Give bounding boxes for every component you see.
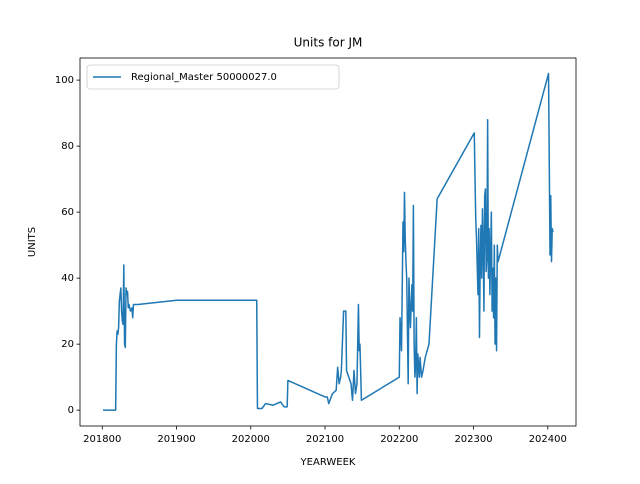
y-tick-label: 0 xyxy=(68,405,74,416)
plot-frame xyxy=(79,57,577,427)
x-tick-label: 202400 xyxy=(529,434,567,445)
x-axis-label: YEARWEEK xyxy=(300,457,356,468)
legend-label: Regional_Master 50000027.0 xyxy=(131,72,277,83)
line-series xyxy=(103,72,554,411)
x-tick-label: 202300 xyxy=(454,434,492,445)
x-tick-label: 202200 xyxy=(380,434,418,445)
y-tick-label: 40 xyxy=(61,273,74,284)
x-tick-label: 201800 xyxy=(83,434,121,445)
x-tick-label: 202000 xyxy=(232,434,270,445)
y-tick-label: 100 xyxy=(55,75,74,86)
legend-box xyxy=(86,64,340,90)
y-tick-label: 80 xyxy=(61,141,74,152)
y-tick-label: 20 xyxy=(61,339,74,350)
y-tick-label: 60 xyxy=(61,207,74,218)
x-tick-label: 202100 xyxy=(306,434,344,445)
x-tick-label: 201900 xyxy=(157,434,195,445)
chart-title: Units for JM xyxy=(294,36,363,50)
y-axis-label: UNITS xyxy=(27,227,38,257)
